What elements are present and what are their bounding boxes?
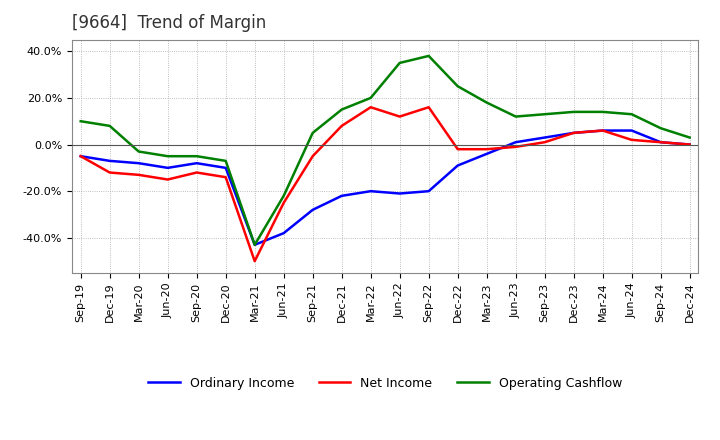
- Operating Cashflow: [541, 112, 549, 117]
- Operating Cashflow: [251, 242, 259, 247]
- Ordinary Income: [657, 139, 665, 145]
- Net Income: [395, 114, 404, 119]
- Ordinary Income: [192, 161, 201, 166]
- Ordinary Income: [135, 161, 143, 166]
- Operating Cashflow: [279, 193, 288, 198]
- Operating Cashflow: [221, 158, 230, 164]
- Ordinary Income: [221, 165, 230, 170]
- Net Income: [366, 105, 375, 110]
- Text: [9664]  Trend of Margin: [9664] Trend of Margin: [72, 15, 266, 33]
- Ordinary Income: [424, 188, 433, 194]
- Operating Cashflow: [598, 109, 607, 114]
- Line: Ordinary Income: Ordinary Income: [81, 131, 690, 245]
- Net Income: [221, 175, 230, 180]
- Operating Cashflow: [338, 107, 346, 112]
- Operating Cashflow: [685, 135, 694, 140]
- Ordinary Income: [105, 158, 114, 164]
- Operating Cashflow: [454, 84, 462, 89]
- Net Income: [338, 123, 346, 128]
- Ordinary Income: [163, 165, 172, 170]
- Operating Cashflow: [395, 60, 404, 66]
- Operating Cashflow: [570, 109, 578, 114]
- Operating Cashflow: [163, 154, 172, 159]
- Ordinary Income: [308, 207, 317, 213]
- Operating Cashflow: [366, 95, 375, 101]
- Ordinary Income: [511, 139, 520, 145]
- Ordinary Income: [279, 231, 288, 236]
- Ordinary Income: [570, 130, 578, 136]
- Operating Cashflow: [511, 114, 520, 119]
- Ordinary Income: [338, 193, 346, 198]
- Ordinary Income: [685, 142, 694, 147]
- Net Income: [657, 139, 665, 145]
- Net Income: [454, 147, 462, 152]
- Operating Cashflow: [105, 123, 114, 128]
- Net Income: [570, 130, 578, 136]
- Ordinary Income: [251, 242, 259, 247]
- Net Income: [192, 170, 201, 175]
- Ordinary Income: [366, 188, 375, 194]
- Line: Net Income: Net Income: [81, 107, 690, 261]
- Net Income: [598, 128, 607, 133]
- Operating Cashflow: [135, 149, 143, 154]
- Operating Cashflow: [482, 100, 491, 105]
- Legend: Ordinary Income, Net Income, Operating Cashflow: Ordinary Income, Net Income, Operating C…: [143, 372, 627, 395]
- Net Income: [627, 137, 636, 143]
- Operating Cashflow: [192, 154, 201, 159]
- Net Income: [424, 105, 433, 110]
- Operating Cashflow: [627, 112, 636, 117]
- Net Income: [279, 200, 288, 205]
- Ordinary Income: [482, 151, 491, 157]
- Operating Cashflow: [308, 130, 317, 136]
- Net Income: [163, 177, 172, 182]
- Operating Cashflow: [657, 125, 665, 131]
- Net Income: [482, 147, 491, 152]
- Net Income: [685, 142, 694, 147]
- Net Income: [308, 154, 317, 159]
- Ordinary Income: [454, 163, 462, 168]
- Net Income: [511, 144, 520, 150]
- Net Income: [541, 139, 549, 145]
- Line: Operating Cashflow: Operating Cashflow: [81, 56, 690, 245]
- Operating Cashflow: [76, 118, 85, 124]
- Operating Cashflow: [424, 53, 433, 59]
- Ordinary Income: [76, 154, 85, 159]
- Ordinary Income: [627, 128, 636, 133]
- Net Income: [105, 170, 114, 175]
- Ordinary Income: [598, 128, 607, 133]
- Net Income: [135, 172, 143, 177]
- Net Income: [251, 258, 259, 264]
- Net Income: [76, 154, 85, 159]
- Ordinary Income: [395, 191, 404, 196]
- Ordinary Income: [541, 135, 549, 140]
